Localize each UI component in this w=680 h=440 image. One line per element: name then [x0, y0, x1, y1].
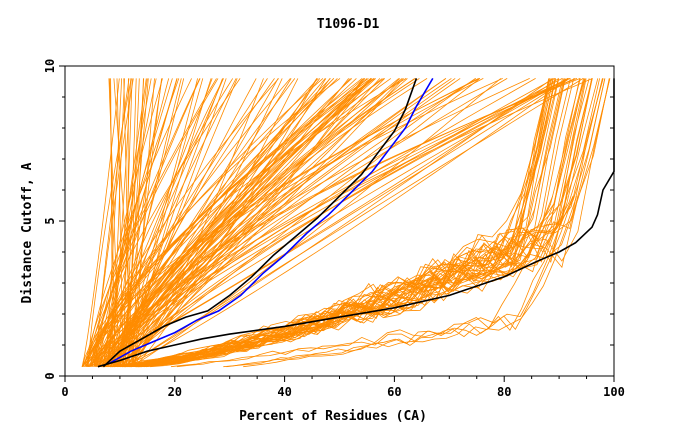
x-tick-label: 100 [603, 385, 625, 399]
model-line [128, 78, 264, 367]
model-line [86, 78, 479, 367]
model-line [116, 78, 319, 367]
model-line [88, 78, 456, 367]
model-line [121, 78, 484, 367]
highlight-lines [97, 77, 615, 368]
model-line [124, 78, 145, 367]
model-line [115, 78, 364, 367]
model-line [116, 78, 571, 367]
model-line [103, 78, 584, 368]
model-line [125, 78, 555, 367]
model-line [130, 78, 611, 368]
model-line [176, 196, 574, 368]
model-line [105, 78, 383, 367]
model-line [121, 78, 569, 367]
model-line [87, 78, 192, 367]
model-line [100, 78, 372, 367]
model-line [105, 78, 593, 368]
model-line [143, 78, 580, 368]
y-axis-label: Distance Cutoff, A [20, 162, 35, 303]
model-line [138, 78, 599, 368]
model-line [121, 78, 556, 368]
model-line [117, 78, 275, 367]
model-line [131, 78, 212, 367]
model-line [121, 78, 350, 367]
model-line [116, 78, 124, 367]
model-line [106, 78, 237, 367]
model-line [102, 78, 234, 367]
model-line [136, 78, 610, 368]
model-line [81, 78, 353, 367]
model-line [170, 196, 553, 368]
x-axis-label: Percent of Residues (CA) [239, 409, 427, 424]
x-tick-label: 60 [387, 385, 401, 399]
model-line [91, 78, 407, 367]
x-tick-label: 40 [277, 385, 291, 399]
model-line [81, 78, 120, 367]
highlight-series-line [108, 77, 434, 365]
chart-title: T1096-D1 [317, 17, 380, 32]
model-line [93, 78, 569, 368]
highlight-series-line [97, 78, 615, 368]
x-axis: 0 20 40 60 80 100 [61, 376, 625, 399]
model-line [92, 78, 219, 367]
model-line [89, 78, 324, 367]
model-line [103, 78, 566, 368]
model-line [85, 78, 241, 367]
y-tick-label: 5 [43, 217, 57, 224]
model-line [88, 78, 536, 367]
model-line [97, 78, 408, 367]
model-line [102, 78, 461, 367]
model-line [226, 196, 574, 368]
x-tick-label: 20 [168, 385, 182, 399]
model-line [108, 78, 120, 367]
x-tick-label: 80 [497, 385, 511, 399]
model-line [112, 78, 366, 368]
model-lines [81, 78, 611, 368]
model-line [119, 78, 163, 367]
y-axis: 0 5 10 [43, 59, 614, 380]
model-line [103, 78, 554, 368]
model-line [140, 78, 584, 368]
model-line [124, 78, 565, 368]
x-tick-label: 0 [61, 385, 68, 399]
model-line [106, 78, 476, 367]
model-line [82, 78, 508, 367]
model-line [123, 78, 570, 368]
model-line [85, 78, 180, 367]
model-line [119, 78, 238, 367]
model-line [223, 196, 568, 368]
model-line [84, 78, 217, 367]
model-line [128, 78, 140, 367]
model-line [122, 78, 149, 367]
model-line [121, 78, 557, 368]
y-tick-label: 10 [43, 59, 57, 73]
y-tick-label: 0 [43, 372, 57, 379]
model-line [102, 78, 279, 367]
highlight-series-line [102, 78, 418, 368]
model-line [125, 78, 590, 368]
model-line [111, 78, 386, 367]
model-line [243, 196, 577, 368]
model-line [134, 78, 318, 367]
